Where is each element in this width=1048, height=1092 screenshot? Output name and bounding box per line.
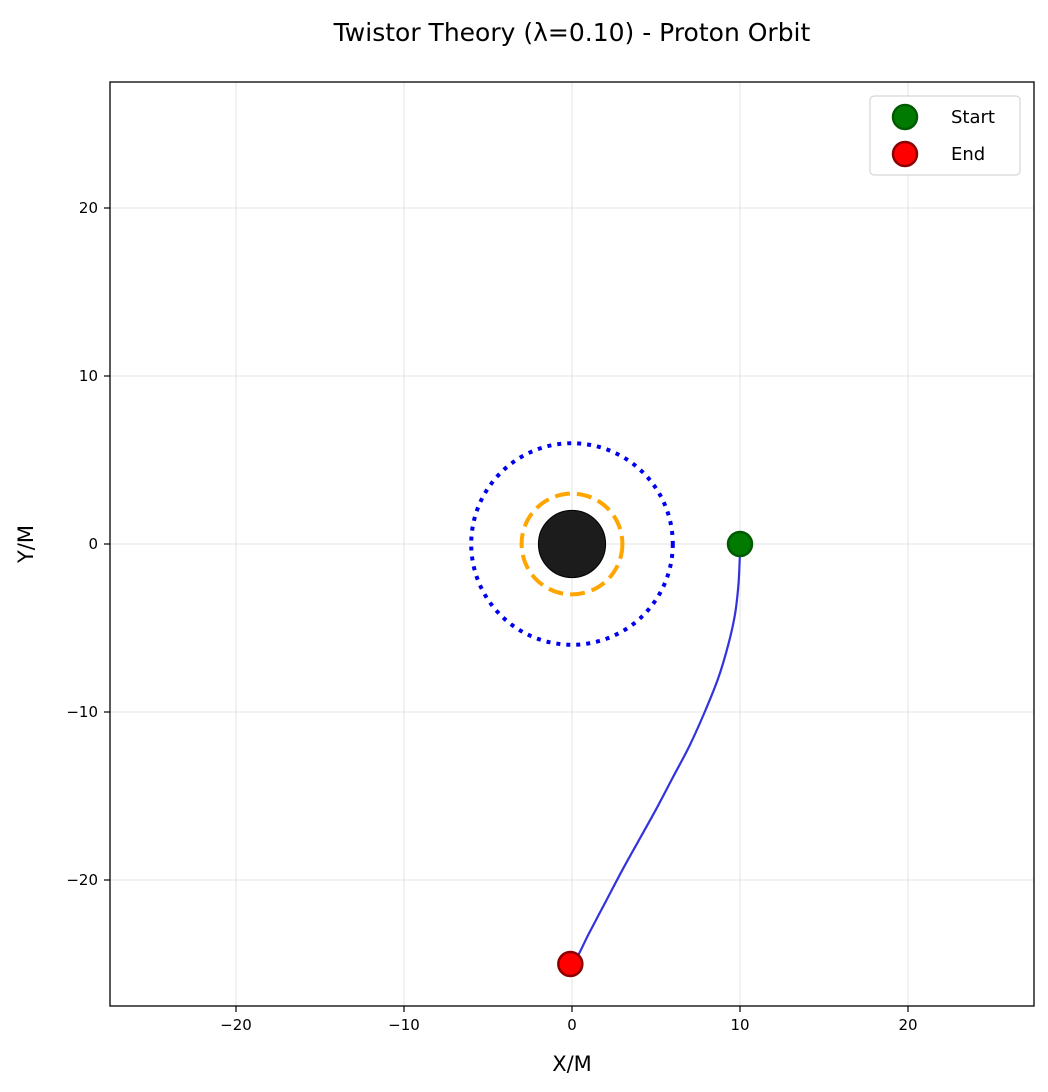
start-marker	[726, 530, 754, 558]
y-tick-label: 10	[79, 367, 98, 385]
legend-end-swatch	[891, 140, 919, 168]
x-tick-label: 20	[898, 1016, 917, 1034]
black-hole	[537, 509, 607, 579]
legend-start-label: Start	[951, 107, 995, 128]
x-axis-label: X/M	[552, 1052, 592, 1076]
y-tick-label: −20	[66, 871, 98, 889]
y-tick-label: −10	[66, 703, 98, 721]
x-tick-label: 0	[567, 1016, 577, 1034]
legend-start-swatch	[891, 103, 919, 131]
orbit-trajectory	[569, 543, 742, 965]
isco-circle	[469, 441, 675, 647]
y-tick-label: 0	[88, 535, 98, 553]
plot-area	[469, 441, 754, 978]
chart-title: Twistor Theory (λ=0.10) - Proton Orbit	[333, 18, 811, 47]
legend-box	[869, 95, 1021, 176]
axis-ticks: −20 −10 0 10 20 −20 −10 0 10 20	[66, 199, 917, 1034]
x-tick-label: −20	[220, 1016, 252, 1034]
photon-sphere-circle	[519, 491, 625, 597]
x-tick-label: 10	[730, 1016, 749, 1034]
end-marker	[557, 950, 584, 978]
y-tick-label: 20	[79, 199, 98, 217]
legend: Start End	[869, 95, 1021, 176]
x-tick-label: −10	[388, 1016, 420, 1034]
y-axis-label: Y/M	[14, 525, 38, 564]
grid	[110, 82, 1034, 1006]
legend-end-label: End	[951, 144, 985, 165]
